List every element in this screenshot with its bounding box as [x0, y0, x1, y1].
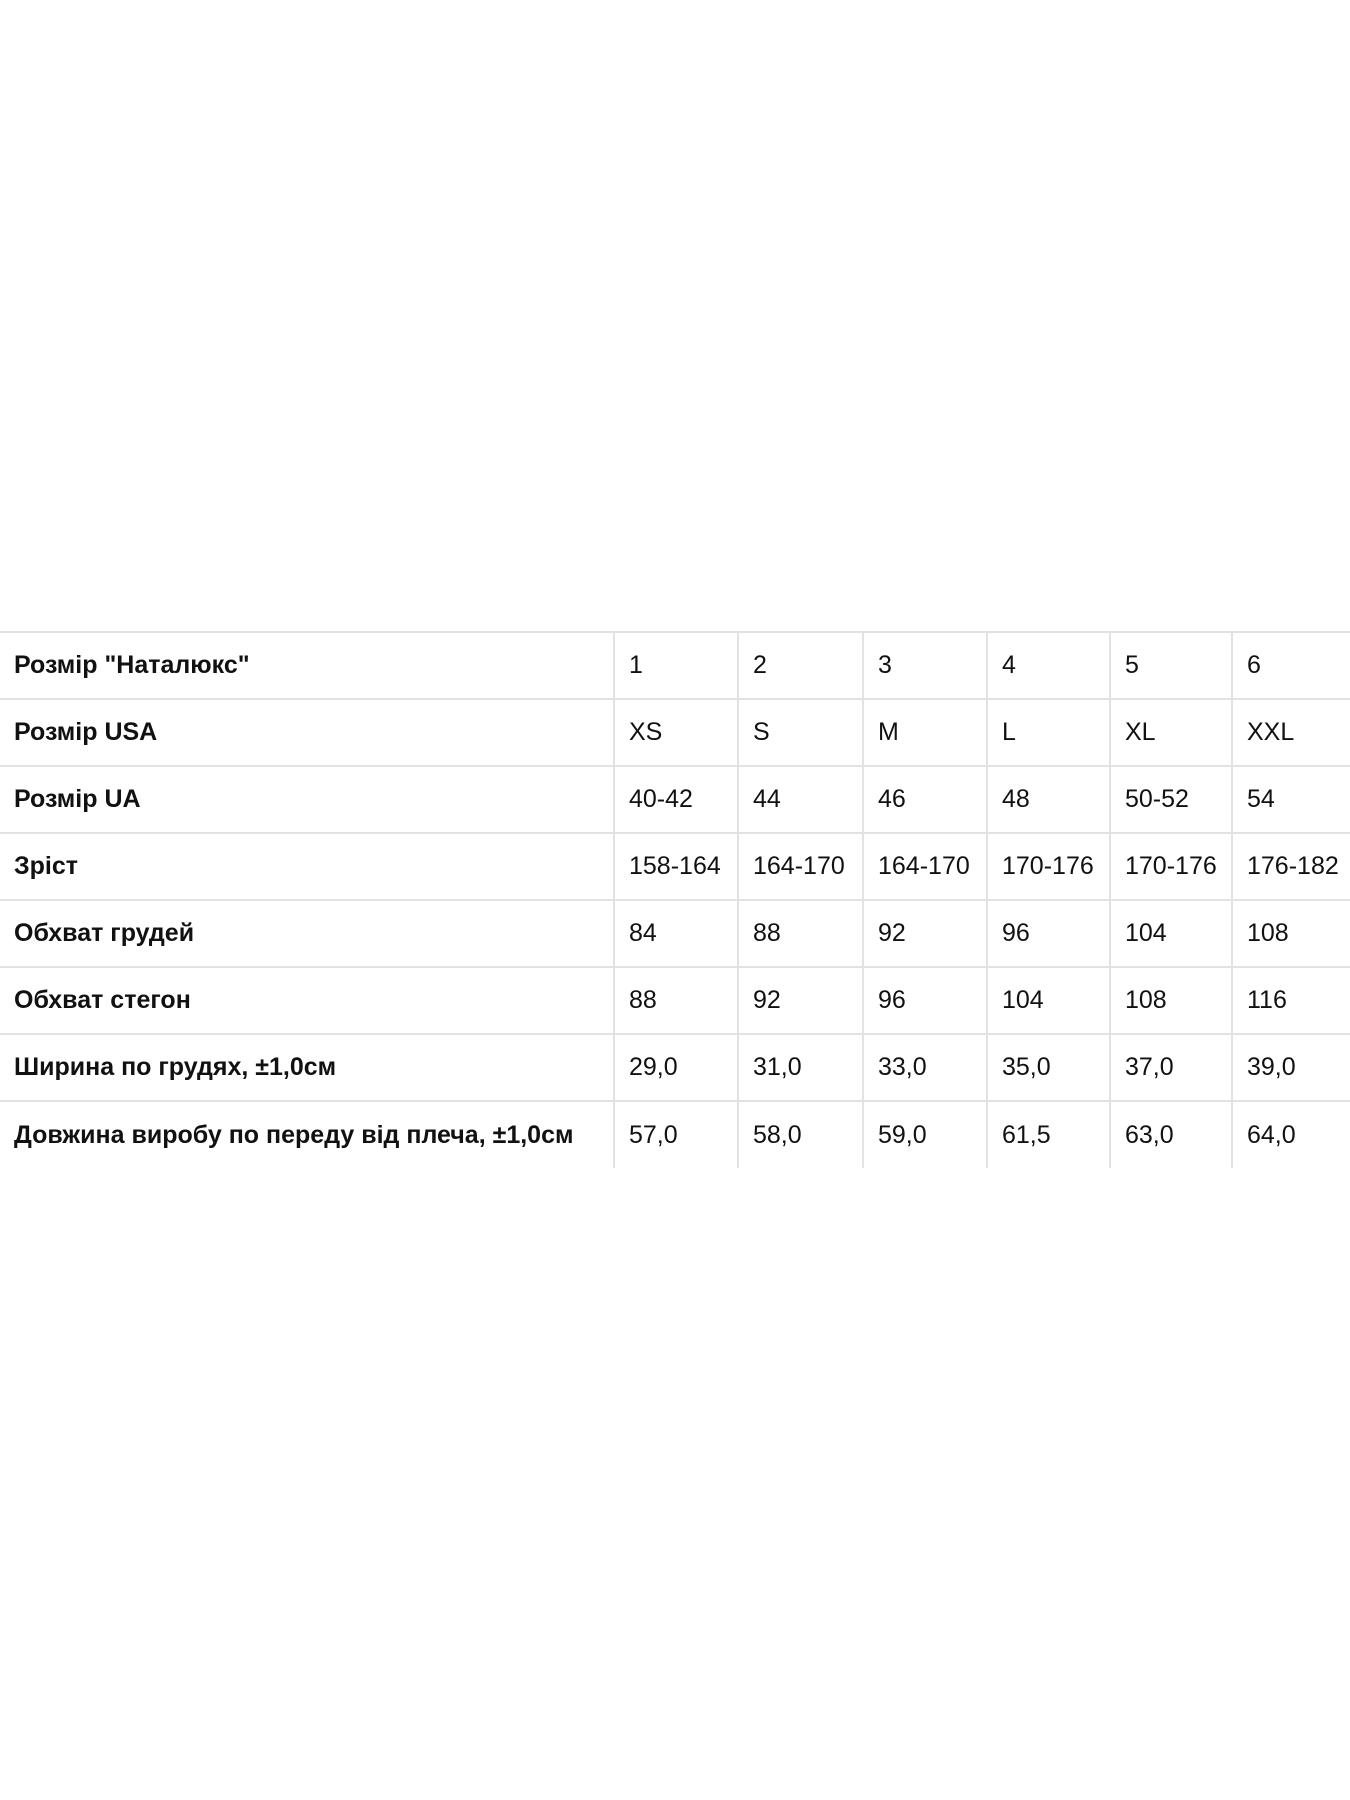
table-cell: 4 [986, 631, 1110, 699]
table-cell: 164-170 [862, 832, 987, 900]
row-label: Обхват стегон [0, 966, 614, 1034]
table-cell: 64,0 [1231, 1100, 1350, 1168]
table-cell: 6 [1231, 631, 1350, 699]
table-cell: 104 [986, 966, 1110, 1034]
row-label: Розмір "Наталюкс" [0, 631, 614, 699]
table-cell: 33,0 [862, 1033, 987, 1101]
table-row: Довжина виробу по переду від плеча, ±1,0… [0, 1100, 1350, 1168]
table-cell: 40-42 [613, 765, 738, 833]
row-label: Ширина по грудях, ±1,0см [0, 1033, 614, 1101]
table-row: Ширина по грудях, ±1,0см 29,0 31,0 33,0 35,0… [0, 1033, 1350, 1101]
table-cell: 58,0 [737, 1100, 863, 1168]
table-cell: 29,0 [613, 1033, 738, 1101]
row-label: Довжина виробу по переду від плеча, ±1,0… [0, 1100, 614, 1168]
table-cell: XL [1109, 698, 1232, 766]
table-cell: 84 [613, 899, 738, 967]
table-cell: 88 [737, 899, 863, 967]
table-row: Обхват грудей 84 88 92 96 104 108 [0, 899, 1350, 967]
table-cell: 2 [737, 631, 863, 699]
table-cell: XS [613, 698, 738, 766]
table-cell: 116 [1231, 966, 1350, 1034]
table-cell: 48 [986, 765, 1110, 833]
table-cell: S [737, 698, 863, 766]
row-label: Зріст [0, 832, 614, 900]
table-cell: 96 [986, 899, 1110, 967]
table-cell: 57,0 [613, 1100, 738, 1168]
table-cell: 108 [1231, 899, 1350, 967]
table-cell: 46 [862, 765, 987, 833]
table-cell: 92 [862, 899, 987, 967]
size-chart-table: Розмір "Наталюкс" 1 2 3 4 5 6 Розмір USA XS S M L XL… [0, 631, 1350, 1168]
table-cell: 96 [862, 966, 987, 1034]
table-cell: 88 [613, 966, 738, 1034]
table-cell: 54 [1231, 765, 1350, 833]
table-cell: 164-170 [737, 832, 863, 900]
table-row: Обхват стегон 88 92 96 104 108 116 [0, 966, 1350, 1034]
table-cell: 170-176 [1109, 832, 1232, 900]
table-cell: 108 [1109, 966, 1232, 1034]
table-cell: 31,0 [737, 1033, 863, 1101]
table-cell: 37,0 [1109, 1033, 1232, 1101]
table-cell: 158-164 [613, 832, 738, 900]
table-cell: L [986, 698, 1110, 766]
table-row: Розмір "Наталюкс" 1 2 3 4 5 6 [0, 631, 1350, 699]
table-cell: 1 [613, 631, 738, 699]
row-label: Розмір UA [0, 765, 614, 833]
table-row: Розмір UA 40-42 44 46 48 50-52 54 [0, 765, 1350, 833]
table-cell: 5 [1109, 631, 1232, 699]
table-cell: 44 [737, 765, 863, 833]
row-label: Розмір USA [0, 698, 614, 766]
table-cell: 170-176 [986, 832, 1110, 900]
table-cell: M [862, 698, 987, 766]
table-cell: XXL [1231, 698, 1350, 766]
table-cell: 35,0 [986, 1033, 1110, 1101]
table-row: Розмір USA XS S M L XL XXL [0, 698, 1350, 766]
table-cell: 3 [862, 631, 987, 699]
table-cell: 50-52 [1109, 765, 1232, 833]
table-cell: 63,0 [1109, 1100, 1232, 1168]
table-cell: 92 [737, 966, 863, 1034]
table-row: Зріст 158-164 164-170 164-170 170-176 170-176… [0, 832, 1350, 900]
table-cell: 176-182 [1231, 832, 1350, 900]
table-cell: 104 [1109, 899, 1232, 967]
row-label: Обхват грудей [0, 899, 614, 967]
table-cell: 59,0 [862, 1100, 987, 1168]
table-cell: 39,0 [1231, 1033, 1350, 1101]
table-cell: 61,5 [986, 1100, 1110, 1168]
